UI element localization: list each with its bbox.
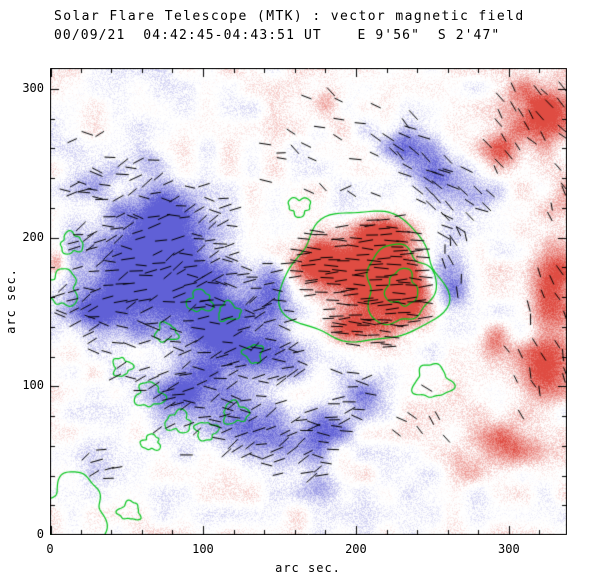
- plot-canvas: [50, 68, 567, 535]
- y-tick-label-100: 100: [22, 378, 44, 393]
- y-tick-label-300: 300: [22, 80, 44, 95]
- x-tick-label-300: 300: [498, 542, 520, 556]
- y-tick-label-0: 0: [36, 527, 44, 541]
- x-tick-label-100: 100: [192, 542, 214, 556]
- y-tick-label-200: 200: [22, 229, 44, 244]
- y-axis-title: arc sec.: [4, 268, 18, 334]
- figure-title: Solar Flare Telescope (MTK) : vector mag…: [54, 9, 525, 24]
- x-axis-title: arc sec.: [275, 561, 341, 575]
- x-tick-label-0: 0: [46, 542, 54, 556]
- x-tick-label-200: 200: [345, 542, 367, 556]
- figure-subtitle: 00/09/21 04:42:45-04:43:51 UT E 9'56" S …: [54, 28, 501, 43]
